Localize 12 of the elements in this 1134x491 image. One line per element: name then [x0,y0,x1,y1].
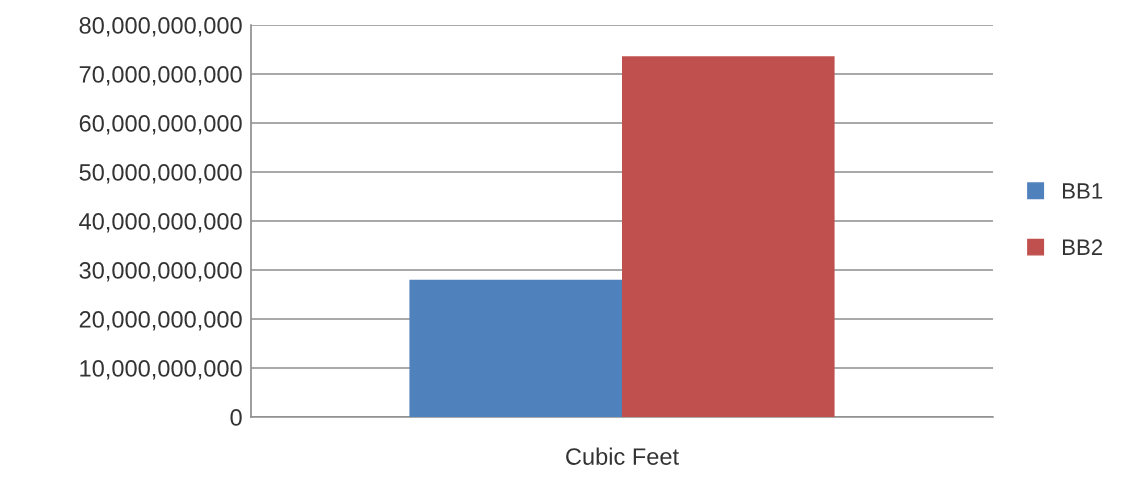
y-tick-label: 80,000,000,000 [79,17,242,37]
y-tick-label: 30,000,000,000 [79,262,242,282]
legend-label: BB1 [1063,183,1103,199]
y-tick-label: 60,000,000,000 [79,115,242,135]
legend-label: BB2 [1063,239,1103,255]
y-tick-label: 10,000,000,000 [80,360,242,380]
y-tick-label: 70,000,000,000 [79,66,242,86]
x-tick-label: Cubic Feet [566,447,679,465]
y-tick-label: 50,000,000,000 [79,164,242,184]
y-tick-label: 0 [230,409,242,426]
y-tick-label: 40,000,000,000 [79,213,242,233]
y-tick-label: 20,000,000,000 [79,311,242,331]
